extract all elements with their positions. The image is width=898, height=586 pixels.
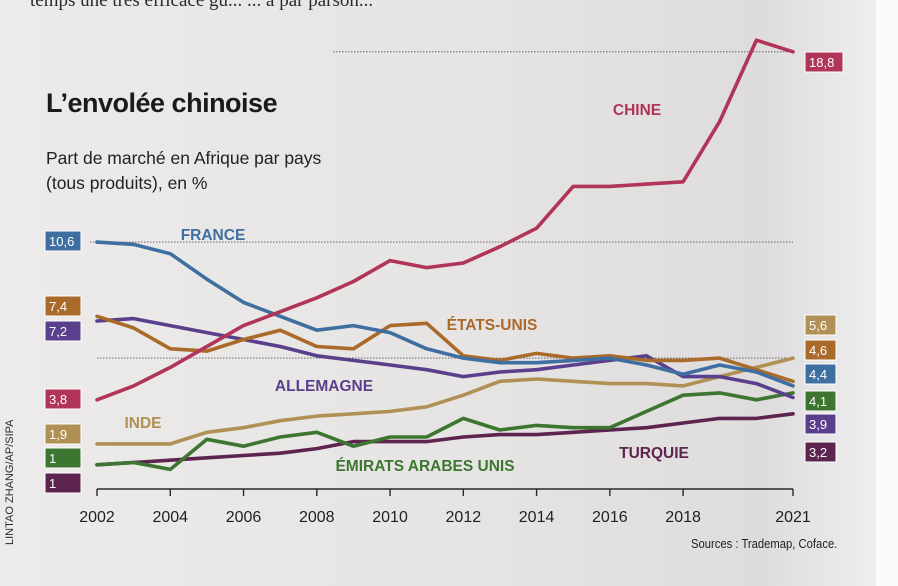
x-tick-label: 2014 bbox=[519, 509, 555, 526]
cut-off-article-text: temps une très efficace gu... ... à par … bbox=[30, 0, 374, 11]
value-badge-text: 4,1 bbox=[809, 394, 827, 409]
end-value-badge: 3,9 bbox=[804, 413, 837, 435]
value-badge-text: 10,6 bbox=[49, 234, 74, 249]
value-badge-box bbox=[804, 339, 837, 361]
x-tick-label: 2004 bbox=[152, 509, 188, 526]
x-tick-label: 2018 bbox=[665, 509, 701, 526]
series-label: FRANCE bbox=[181, 227, 246, 244]
value-badge-box bbox=[804, 51, 844, 73]
start-value-badge: 1 bbox=[44, 472, 82, 494]
start-value-badge: 10,6 bbox=[44, 230, 82, 252]
start-value-badge: 7,4 bbox=[44, 295, 82, 317]
value-badge-box bbox=[44, 472, 82, 494]
series-label: ALLEMAGNE bbox=[275, 378, 373, 395]
value-badge-box bbox=[804, 441, 837, 463]
series-label: ÉTATS-UNIS bbox=[447, 317, 538, 334]
value-badge-box bbox=[44, 320, 82, 342]
value-badge-text: 7,2 bbox=[49, 324, 67, 339]
chart-sources: Sources : Trademap, Coface. bbox=[691, 537, 838, 551]
series-label: TURQUIE bbox=[619, 445, 689, 462]
end-value-badges: 18,8 4,4 4,6 3,9 5,6 4,1 3,2 bbox=[804, 51, 844, 463]
value-badge-box bbox=[44, 230, 82, 252]
end-value-badge: 4,1 bbox=[804, 390, 837, 412]
value-badge-box bbox=[804, 413, 837, 435]
value-badge-text: 3,2 bbox=[809, 445, 827, 460]
x-tick-label: 2016 bbox=[592, 509, 628, 526]
value-badge-text: 4,4 bbox=[809, 367, 827, 382]
series-line-inde bbox=[95, 356, 795, 446]
end-value-badge: 4,4 bbox=[804, 363, 837, 385]
series-label: CHINE bbox=[613, 102, 661, 119]
value-badge-box bbox=[44, 295, 82, 317]
value-badge-text: 4,6 bbox=[809, 343, 827, 358]
series-lines bbox=[95, 38, 795, 472]
value-badge-text: 1,9 bbox=[49, 427, 67, 442]
value-badge-text: 1 bbox=[49, 476, 56, 491]
value-badge-box bbox=[804, 390, 837, 412]
value-badge-text: 5,6 bbox=[809, 318, 827, 333]
value-badge-text: 7,4 bbox=[49, 299, 67, 314]
series-line-france bbox=[95, 240, 795, 388]
start-value-badges: 3,8 10,6 7,4 7,2 1,9 1 1 bbox=[44, 230, 82, 494]
series-label: ÉMIRATS ARABES UNIS bbox=[335, 458, 514, 475]
value-badge-box bbox=[44, 388, 82, 410]
start-value-badge: 7,2 bbox=[44, 320, 82, 342]
x-tick-label: 2002 bbox=[79, 509, 115, 526]
end-value-badge: 18,8 bbox=[804, 51, 844, 73]
value-badge-box bbox=[44, 423, 82, 445]
page-edge bbox=[876, 0, 898, 586]
series-label: INDE bbox=[124, 415, 161, 432]
x-tick-label: 2021 bbox=[775, 509, 811, 526]
series-line--mirats-arabes-unis bbox=[95, 391, 795, 472]
end-value-badge: 3,2 bbox=[804, 441, 837, 463]
x-tick-label: 2006 bbox=[226, 509, 262, 526]
x-tick-label: 2012 bbox=[446, 509, 482, 526]
series-line-chine bbox=[95, 38, 795, 402]
start-value-badge: 3,8 bbox=[44, 388, 82, 410]
value-badge-box bbox=[804, 363, 837, 385]
value-badge-text: 18,8 bbox=[809, 55, 834, 70]
end-value-badge: 4,6 bbox=[804, 339, 837, 361]
reference-lines bbox=[90, 51, 793, 359]
series-line--tats-unis bbox=[95, 314, 795, 384]
value-badge-text: 3,8 bbox=[49, 392, 67, 407]
value-badge-box bbox=[44, 447, 82, 469]
chart-subtitle: Part de marché en Afrique par pays (tous… bbox=[46, 148, 322, 193]
x-tick-label: 2010 bbox=[372, 509, 408, 526]
x-axis: 2002 2004 2006 2008 2010 2012 2014 2016 2018 2021 bbox=[79, 488, 811, 526]
end-value-badge: 5,6 bbox=[804, 314, 837, 336]
start-value-badge: 1,9 bbox=[44, 423, 82, 445]
value-badge-text: 1 bbox=[49, 451, 56, 466]
value-badge-text: 3,9 bbox=[809, 417, 827, 432]
series-labels: CHINE FRANCE ÉTATS-UNIS ALLEMAGNE INDE ÉMIRAT… bbox=[124, 102, 688, 475]
x-tick-label: 2008 bbox=[299, 509, 335, 526]
value-badge-box bbox=[804, 314, 837, 336]
series-line-turquie bbox=[95, 411, 795, 467]
start-value-badge: 1 bbox=[44, 447, 82, 469]
chart-title: L’envolée chinoise bbox=[46, 88, 278, 118]
